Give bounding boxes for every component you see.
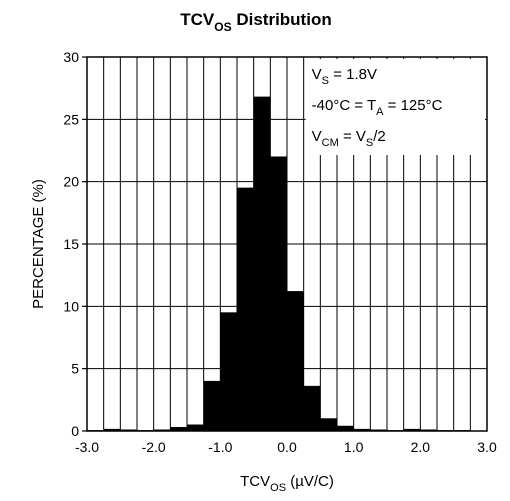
annotation-part: S: [322, 75, 329, 87]
y-tick-label: 15: [63, 236, 79, 252]
x-tick-label: 3.0: [477, 439, 497, 455]
annotation-part: A: [376, 106, 384, 118]
chart-title-sub: OS: [214, 20, 231, 34]
plot-area: VS = 1.8V -40°C = TA = 125°C VCM = VS/2: [86, 56, 488, 432]
histogram-bar: [253, 96, 271, 432]
annotation-part: V: [312, 128, 322, 145]
histogram-bar: [236, 187, 254, 432]
annotation-box: VS = 1.8V -40°C = TA = 125°C VCM = VS/2: [305, 59, 485, 155]
annotation-common-mode-voltage: VCM = VS/2: [312, 128, 386, 149]
annotation-part: S: [366, 137, 373, 149]
annotation-part: /2: [373, 128, 386, 145]
x-tick-label: -2.0: [142, 439, 166, 455]
y-tick-label: 30: [63, 49, 79, 65]
histogram-bar: [320, 418, 338, 432]
histogram-bar: [203, 380, 221, 432]
histogram-bars: [86, 96, 471, 432]
x-tick-label: -3.0: [75, 439, 99, 455]
histogram-bar: [186, 424, 204, 432]
y-tick-label: 25: [63, 111, 79, 127]
x-axis-label-rest: (µV/C): [286, 473, 334, 490]
annotation-supply-voltage: VS = 1.8V: [312, 66, 377, 87]
annotation-part: -40°C = T: [312, 97, 377, 114]
histogram-bar: [286, 291, 304, 432]
y-tick-label: 5: [71, 361, 79, 377]
x-axis-label-sub: OS: [270, 482, 286, 494]
y-tick-label: 0: [71, 423, 79, 439]
histogram-bar: [220, 312, 238, 432]
histogram-bar: [303, 385, 321, 432]
x-axis-label: TCVOS (µV/C): [240, 473, 334, 494]
annotation-part: V: [312, 66, 322, 83]
annotation-part: = 125°C: [384, 97, 443, 114]
x-tick-label: 1.0: [344, 439, 364, 455]
chart-title: TCVOS Distribution: [180, 10, 331, 34]
histogram-bar: [270, 156, 288, 432]
y-axis-tick-labels: 0 5 10 15 20 25 30: [63, 49, 87, 439]
x-tick-label: 0.0: [277, 439, 297, 455]
chart-title-main: TCV: [180, 10, 215, 29]
annotation-part: CM: [322, 137, 339, 149]
annotation-background: [305, 59, 485, 155]
x-tick-label: -1.0: [208, 439, 232, 455]
y-axis-label: PERCENTAGE (%): [30, 179, 47, 309]
annotation-part: = V: [339, 128, 366, 145]
y-tick-label: 20: [63, 174, 79, 190]
x-axis-label-main: TCV: [240, 473, 270, 490]
chart-title-rest: Distribution: [232, 10, 332, 29]
x-tick-label: 2.0: [411, 439, 431, 455]
x-axis-tick-labels: -3.0 -2.0 -1.0 0.0 1.0 2.0 3.0: [75, 439, 497, 455]
annotation-temperature-range: -40°C = TA = 125°C: [312, 97, 443, 118]
annotation-part: = 1.8V: [329, 66, 377, 83]
y-tick-label: 10: [63, 298, 79, 314]
